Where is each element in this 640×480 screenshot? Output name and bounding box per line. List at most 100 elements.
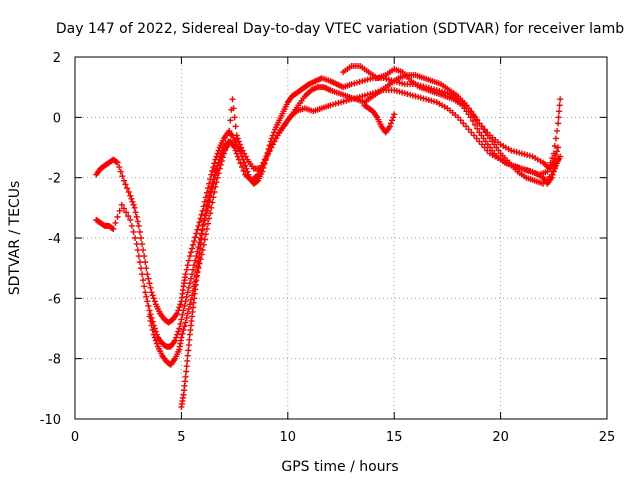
data-point [146, 307, 153, 314]
data-point [215, 159, 222, 166]
data-point [174, 310, 181, 317]
data-point [555, 114, 562, 121]
y-tick-label: -8 [48, 353, 61, 368]
data-point [491, 150, 498, 157]
data-point [484, 141, 491, 148]
data-point [235, 156, 242, 163]
data-point [463, 123, 470, 130]
data-point [145, 275, 152, 282]
data-point [122, 181, 129, 188]
data-point [128, 195, 135, 202]
data-point [557, 153, 564, 160]
data-point [227, 117, 234, 124]
y-tick-label: -6 [48, 292, 61, 307]
data-point [125, 213, 132, 220]
data-point [388, 120, 395, 127]
data-point [178, 334, 185, 341]
data-point [461, 105, 468, 112]
data-point [142, 259, 149, 266]
data-point [142, 289, 149, 296]
data-point [211, 160, 218, 167]
data-point [133, 241, 140, 248]
data-point [185, 257, 192, 264]
x-tick-labels: 0 5 10 15 20 25 [71, 430, 615, 445]
data-point [476, 129, 483, 136]
data-point [476, 120, 483, 127]
data-point [491, 141, 498, 148]
data-point [234, 135, 241, 142]
data-point [550, 150, 557, 157]
data-point [114, 213, 121, 220]
data-point [557, 96, 564, 103]
data-point [200, 241, 207, 248]
y-tick-labels: 2 0 -2 -4 -6 -8 -10 [40, 51, 61, 428]
data-point [236, 141, 243, 148]
data-point [145, 302, 152, 309]
data-point [555, 120, 562, 127]
data-point [265, 150, 272, 157]
data-point [258, 162, 265, 169]
data-point [233, 150, 240, 157]
data-point [255, 171, 262, 178]
data-point [210, 176, 217, 183]
data-point [185, 347, 192, 354]
data-point [179, 311, 186, 318]
data-point [150, 331, 157, 338]
data-point [556, 102, 563, 109]
data-point [176, 325, 183, 332]
data-point [241, 150, 248, 157]
data-point [391, 111, 398, 118]
data-point [468, 129, 475, 136]
data-point [552, 135, 559, 142]
data-point [182, 298, 189, 305]
data-point [486, 135, 493, 142]
data-point [549, 155, 556, 162]
data-point [239, 164, 246, 171]
data-point [127, 216, 134, 223]
data-point [266, 147, 273, 154]
data-point [478, 132, 485, 139]
data-point [225, 141, 232, 148]
data-point [127, 192, 134, 199]
data-point [112, 219, 119, 226]
data-point [269, 141, 276, 148]
data-point [257, 165, 264, 172]
ticks [74, 56, 608, 420]
data-point [460, 120, 467, 127]
data-point [242, 162, 249, 169]
data-point [231, 114, 238, 121]
data-point [202, 207, 209, 214]
data-point [233, 132, 240, 139]
data-point [183, 293, 190, 300]
data-point [183, 363, 190, 370]
data-point [476, 138, 483, 145]
data-point [149, 292, 156, 299]
data-point [474, 125, 481, 132]
data-point [484, 132, 491, 139]
data-point [179, 330, 186, 337]
data-point [237, 144, 244, 151]
data-point [149, 327, 156, 334]
data-point [143, 265, 150, 272]
series-track-1 [93, 75, 562, 326]
x-tick-label: 5 [177, 430, 185, 445]
data-point [555, 144, 562, 151]
data-point [213, 179, 220, 186]
data-point [215, 147, 222, 154]
data-point [191, 262, 198, 269]
data-point [187, 249, 194, 256]
data-point [207, 210, 214, 217]
data-point [471, 132, 477, 139]
data-point [214, 174, 221, 181]
data-point [151, 298, 158, 305]
data-point [186, 336, 193, 343]
data-point [180, 307, 187, 314]
data-point [482, 129, 489, 136]
data-point [389, 117, 396, 124]
data-point [480, 126, 487, 133]
data-point [463, 108, 470, 115]
data-point [189, 245, 196, 252]
data-point [130, 228, 137, 235]
data-point [180, 327, 187, 334]
data-point [184, 357, 191, 364]
